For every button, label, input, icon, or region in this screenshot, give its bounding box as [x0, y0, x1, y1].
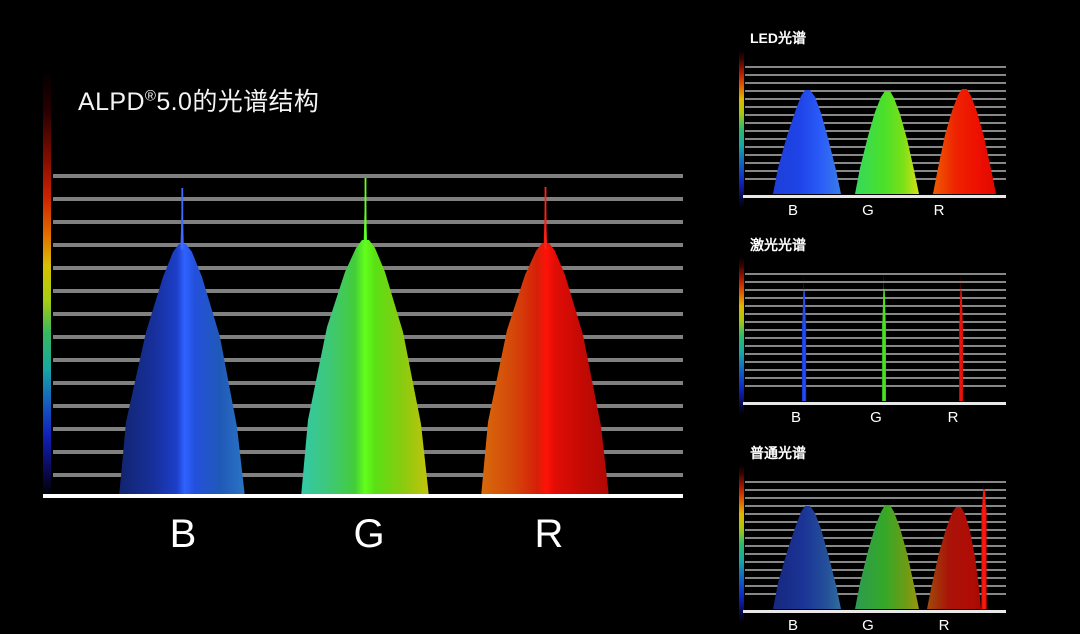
main-peak-blue	[119, 188, 245, 497]
led-spectrum-panel: LED光谱	[738, 28, 1006, 223]
main-spectrum-panel: ALPD®5.0的光谱结构	[43, 70, 683, 556]
laser-spectrum-panel: 激光光谱	[738, 235, 1006, 430]
ordinary-baseline-axis	[743, 610, 1006, 613]
main-baseline-axis	[43, 494, 683, 498]
led-axis-label-g: G	[862, 202, 874, 219]
laser-axis-label-b: B	[790, 409, 801, 426]
led-peak-green	[855, 91, 919, 194]
main-title-suffix: 5.0的光谱结构	[156, 88, 320, 116]
ordinary-axis-label-r: R	[938, 617, 950, 634]
main-title-prefix: ALPD	[78, 88, 145, 116]
main-peak-red	[481, 187, 609, 497]
main-plot-area	[51, 172, 683, 497]
led-axis-label-r: R	[933, 202, 945, 219]
main-axis-label-r: R	[534, 512, 564, 556]
ordinary-axis-label-b: B	[787, 617, 798, 634]
ordinary-peak-blue	[773, 506, 841, 609]
ordinary-peak-green	[855, 505, 919, 609]
ordinary-vertical-spectrum-gradient-bar	[739, 465, 744, 623]
led-peak-blue	[773, 90, 841, 194]
ordinary-spectrum-panel: 普通光谱	[738, 443, 1006, 634]
registered-trademark-icon: ®	[144, 87, 157, 105]
main-chart-title: ALPD®5.0的光谱结构	[78, 82, 319, 118]
main-axis-label-b: B	[169, 512, 197, 556]
ordinary-peak-red	[927, 507, 981, 609]
laser-baseline-axis	[743, 402, 1006, 405]
led-vertical-spectrum-gradient-bar	[739, 50, 744, 208]
vertical-spectrum-gradient-bar	[43, 70, 51, 495]
led-panel-title: LED光谱	[750, 30, 806, 46]
ordinary-panel-title: 普通光谱	[750, 445, 806, 461]
ordinary-plot-area	[745, 479, 1006, 612]
led-baseline-axis	[743, 195, 1006, 198]
led-plot-area	[745, 64, 1006, 197]
laser-vertical-spectrum-gradient-bar	[739, 257, 744, 415]
ordinary-axis-label-g: G	[862, 617, 874, 634]
led-axis-label-b: B	[787, 202, 798, 219]
laser-panel-title: 激光光谱	[750, 237, 806, 253]
laser-plot-area	[745, 271, 1006, 404]
laser-axis-label-g: G	[870, 409, 882, 426]
laser-gridlines	[745, 273, 1006, 387]
laser-axis-label-r: R	[947, 409, 959, 426]
main-axis-label-g: G	[353, 512, 385, 556]
main-peak-green	[301, 178, 429, 497]
led-peak-red	[933, 89, 996, 194]
